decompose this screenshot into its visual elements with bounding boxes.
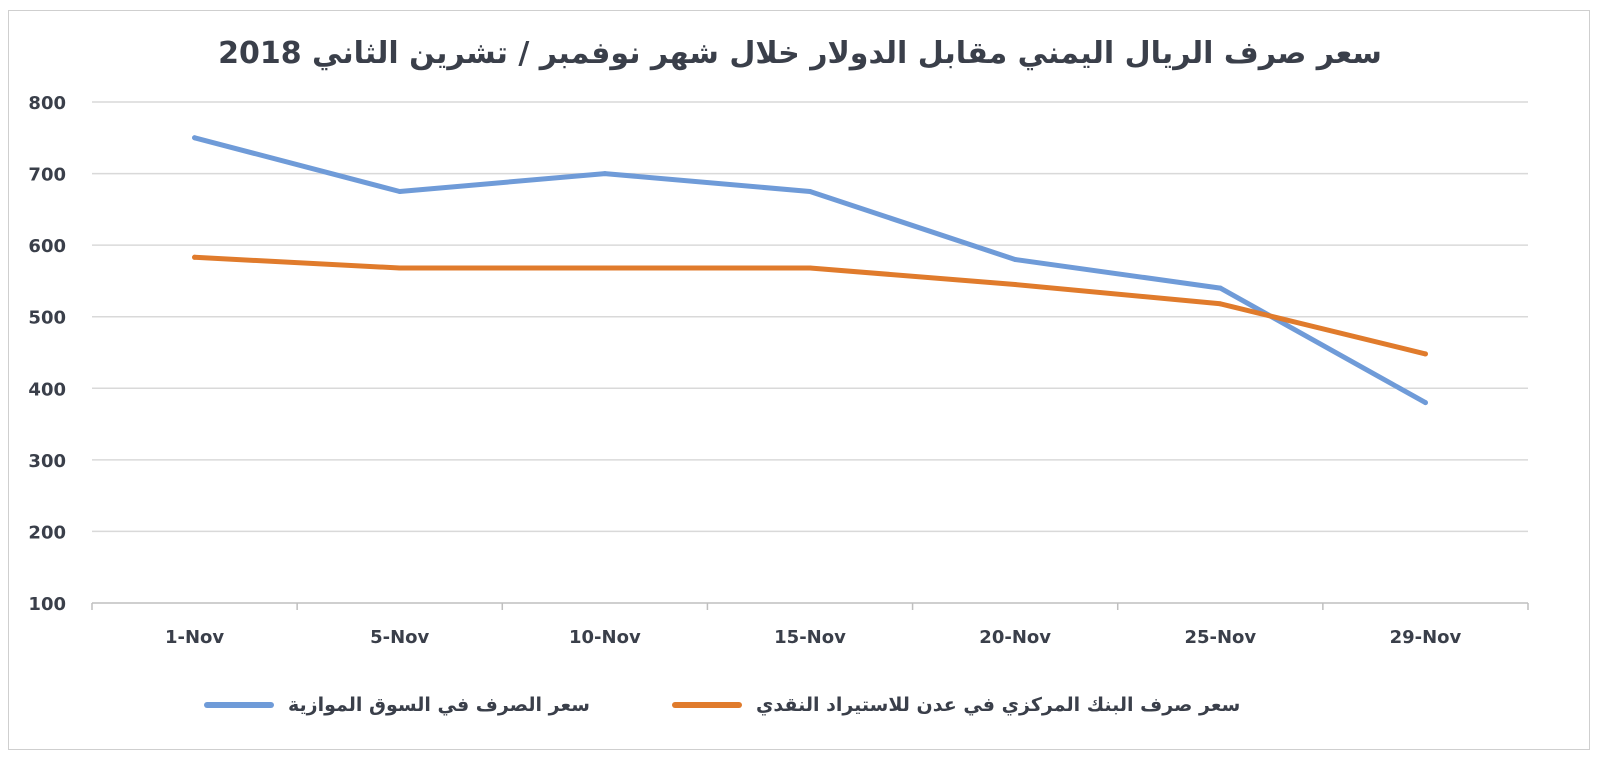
data-point-s1-15-Nov xyxy=(807,265,813,271)
x-tick-label-29-Nov: 29-Nov xyxy=(1390,627,1462,648)
chart-frame xyxy=(8,10,1590,750)
y-tick-label-800: 800 xyxy=(28,93,66,114)
data-point-s0-25-Nov xyxy=(1217,285,1223,291)
chart-title: سعر صرف الريال اليمني مقابل الدولار خلال… xyxy=(218,36,1382,71)
legend-swatch-central-bank xyxy=(672,702,742,708)
y-tick-label-200: 200 xyxy=(28,522,66,543)
data-point-s1-1-Nov xyxy=(192,254,198,260)
y-tick-label-300: 300 xyxy=(28,451,66,472)
chart-legend: سعر الصرف في السوق الموازية سعر صرف البن… xyxy=(0,680,1600,730)
data-point-s0-15-Nov xyxy=(807,188,813,194)
data-point-s0-20-Nov xyxy=(1012,256,1018,262)
data-point-s1-10-Nov xyxy=(602,265,608,271)
legend-item-parallel-market: سعر الصرف في السوق الموازية xyxy=(204,680,590,730)
legend-item-central-bank: سعر صرف البنك المركزي في عدن للاستيراد ا… xyxy=(672,680,1240,730)
data-point-s0-10-Nov xyxy=(602,171,608,177)
legend-label-central-bank: سعر صرف البنك المركزي في عدن للاستيراد ا… xyxy=(756,694,1241,716)
x-tick-label-1-Nov: 1-Nov xyxy=(165,627,224,648)
x-tick-label-10-Nov: 10-Nov xyxy=(569,627,641,648)
y-tick-label-700: 700 xyxy=(28,165,66,186)
y-tick-label-100: 100 xyxy=(28,594,66,615)
x-tick-label-25-Nov: 25-Nov xyxy=(1184,627,1256,648)
y-tick-label-400: 400 xyxy=(28,379,66,400)
series-line-1 xyxy=(192,254,1428,357)
data-point-s0-29-Nov xyxy=(1422,400,1428,406)
x-tick-label-20-Nov: 20-Nov xyxy=(979,627,1051,648)
data-point-s1-29-Nov xyxy=(1422,351,1428,357)
data-point-s0-5-Nov xyxy=(397,188,403,194)
x-tick-label-15-Nov: 15-Nov xyxy=(774,627,846,648)
x-tick-label-5-Nov: 5-Nov xyxy=(370,627,429,648)
data-point-s1-25-Nov xyxy=(1217,301,1223,307)
y-tick-label-600: 600 xyxy=(28,236,66,257)
data-point-s1-20-Nov xyxy=(1012,282,1018,288)
legend-label-parallel-market: سعر الصرف في السوق الموازية xyxy=(288,694,590,716)
legend-swatch-parallel-market xyxy=(204,702,274,708)
data-point-s0-1-Nov xyxy=(192,135,198,141)
data-point-s1-5-Nov xyxy=(397,265,403,271)
y-tick-label-500: 500 xyxy=(28,308,66,329)
